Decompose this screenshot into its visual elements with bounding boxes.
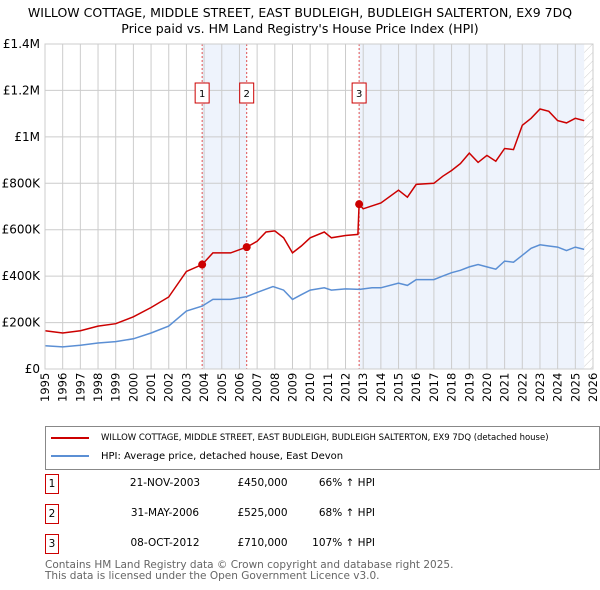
x-tick-label: 2026 (586, 373, 600, 402)
transaction-date: 31-MAY-2006 (130, 507, 200, 519)
transaction-price: £450,000 (237, 477, 288, 489)
footer-copyright: Contains HM Land Registry data © Crown c… (45, 559, 454, 571)
legend-label-property: WILLOW COTTAGE, MIDDLE STREET, EAST BUDL… (101, 433, 549, 443)
y-tick-label: £1.4M (3, 37, 40, 51)
x-tick-label: 2009 (285, 373, 299, 402)
price-chart: 1995 1996 1997 1998 1999 2000 2001 2002 2003 2004… (2, 37, 600, 402)
sale-point (198, 260, 207, 269)
transaction-price: £525,000 (237, 507, 288, 519)
x-tick-label: 2001 (144, 373, 158, 402)
x-tick-label: 1998 (91, 373, 105, 402)
x-tick-label: 2024 (551, 373, 565, 402)
x-tick-label: 2005 (215, 373, 229, 402)
x-tick-label: 2000 (126, 373, 140, 402)
x-tick-label: 2006 (232, 373, 246, 402)
x-tick-label: 2021 (498, 373, 512, 402)
x-tick-label: 2018 (445, 373, 459, 402)
sale-marker-label: 2 (244, 89, 250, 100)
y-tick-label: £800K (2, 176, 42, 190)
forecast-hatch (584, 44, 593, 369)
sale-point (242, 243, 251, 252)
legend-item-hpi: HPI: Average price, detached house, East… (51, 448, 594, 464)
transaction-hpi: 66% ↑ HPI (318, 477, 375, 489)
sale-marker-box (239, 82, 255, 104)
sale-marker-label: 3 (356, 89, 362, 100)
x-tick-label: 2002 (162, 373, 176, 402)
x-tick-label: 2020 (480, 373, 494, 402)
legend-swatch-hpi (51, 455, 89, 457)
chart-subtitle: Price paid vs. HM Land Registry's House … (121, 21, 479, 36)
legend-label-hpi: HPI: Average price, detached house, East… (101, 450, 344, 462)
sale-marker-box (194, 82, 210, 104)
legend: WILLOW COTTAGE, MIDDLE STREET, EAST BUDL… (45, 426, 600, 470)
sale-marker-label: 1 (199, 89, 205, 100)
shaded-region (359, 44, 585, 369)
y-tick-label: £1M (14, 130, 40, 144)
footer-licence: This data is licensed under the Open Gov… (45, 569, 380, 582)
sale-point (355, 200, 364, 209)
transaction-date: 08-OCT-2012 (130, 537, 200, 549)
x-tick-label: 1995 (38, 373, 52, 402)
x-tick-label: 2004 (197, 373, 211, 402)
x-tick-label: 2013 (356, 373, 370, 402)
footer: Contains HM Land Registry data © Crown c… (45, 560, 453, 581)
x-tick-label: 1999 (109, 373, 123, 402)
chart-title: WILLOW COTTAGE, MIDDLE STREET, EAST BUDL… (27, 5, 573, 20)
marker-badge: 1 (45, 474, 59, 494)
x-tick-label: 2008 (268, 373, 282, 402)
x-tick-label: 2014 (374, 373, 388, 402)
marker-badge: 3 (45, 534, 59, 554)
y-tick-label: £600K (2, 223, 42, 237)
y-tick-label: £400K (2, 269, 42, 283)
marker-badge: 2 (45, 504, 59, 524)
series-line-hpi (44, 244, 585, 348)
y-tick-label: £1.2M (3, 83, 40, 97)
x-tick-label: 2007 (250, 373, 264, 402)
x-tick-label: 2023 (533, 373, 547, 402)
x-tick-label: 2022 (515, 373, 529, 402)
transaction-price: £710,000 (237, 537, 288, 549)
x-tick-label: 2016 (409, 373, 423, 402)
legend-swatch-property (51, 437, 89, 439)
transaction-hpi: 68% ↑ HPI (318, 507, 375, 519)
x-tick-label: 1996 (56, 373, 70, 402)
transaction-date: 21-NOV-2003 (129, 477, 201, 489)
plot-border (44, 43, 594, 370)
x-tick-label: 2025 (568, 373, 582, 402)
x-tick-label: 2011 (321, 373, 335, 402)
x-tick-label: 2012 (339, 373, 353, 402)
x-tick-label: 2010 (303, 373, 317, 402)
legend-item-property: WILLOW COTTAGE, MIDDLE STREET, EAST BUDL… (51, 430, 594, 446)
transaction-hpi: 107% ↑ HPI (312, 537, 375, 549)
x-tick-label: 1997 (73, 373, 87, 402)
x-tick-label: 2017 (427, 373, 441, 402)
series-line-property (44, 108, 585, 334)
x-tick-label: 2003 (179, 373, 193, 402)
x-tick-label: 2015 (392, 373, 406, 402)
sale-marker-box (351, 82, 367, 104)
y-tick-label: £200K (2, 316, 42, 330)
y-tick-label: £0 (25, 362, 40, 376)
x-tick-label: 2019 (462, 373, 476, 402)
